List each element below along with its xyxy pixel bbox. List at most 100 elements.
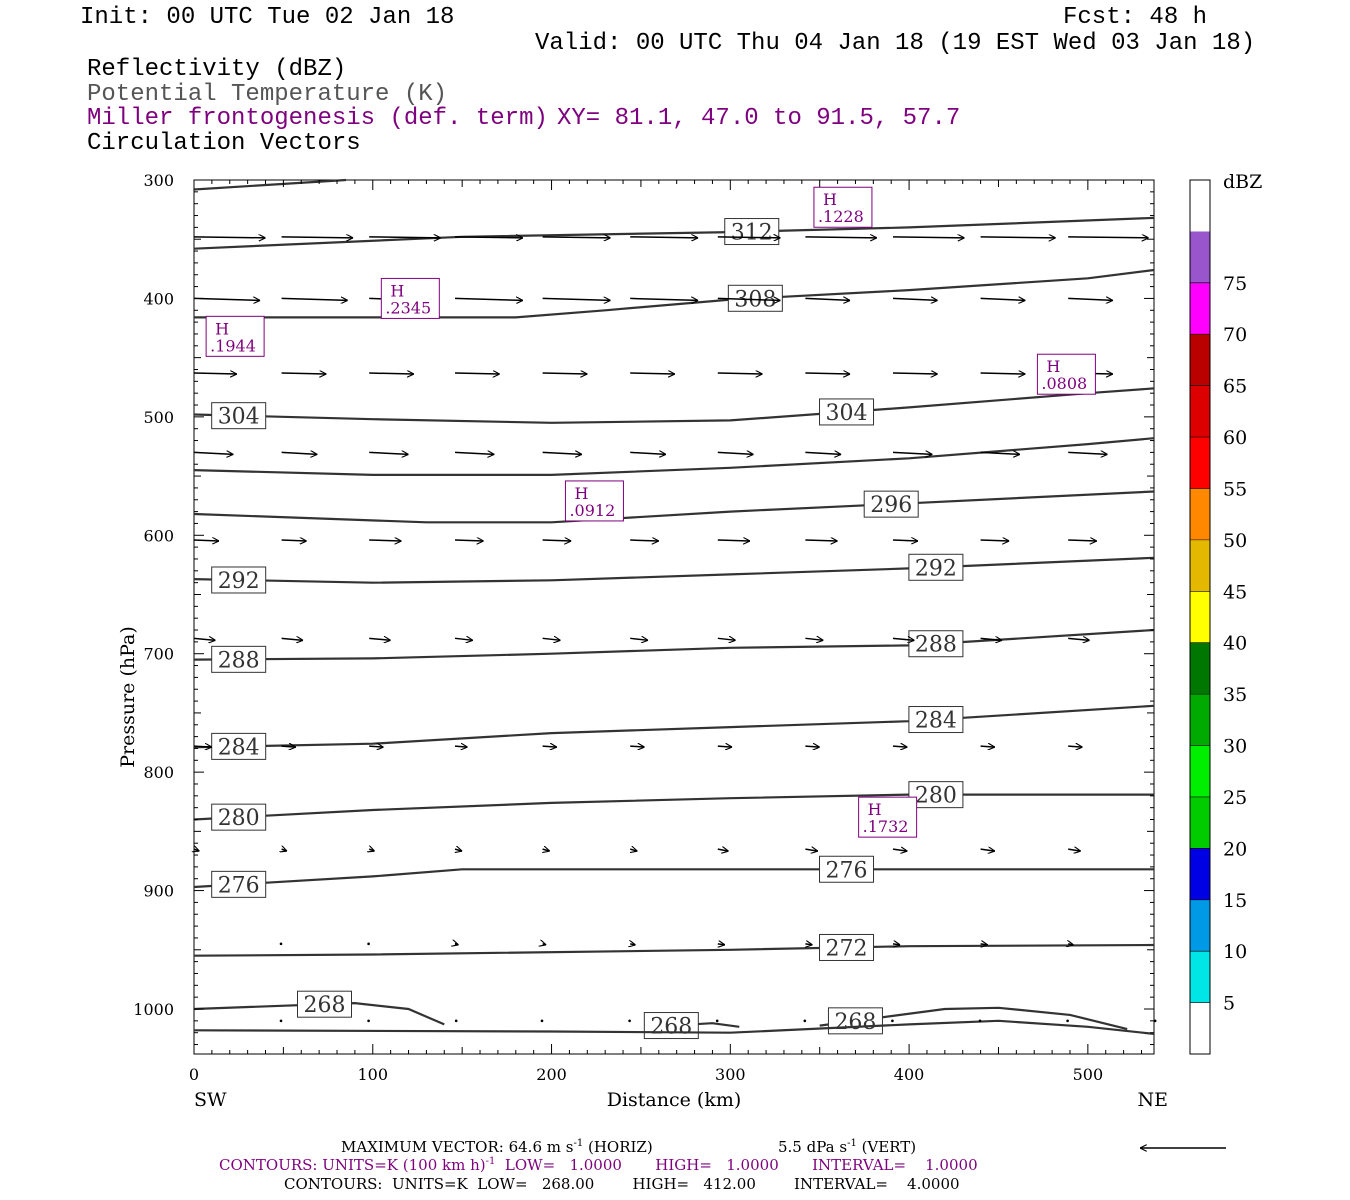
forecast-hour: Fcst: 48 h	[1063, 4, 1208, 31]
circulation-vector	[369, 746, 383, 747]
circulation-vector	[542, 452, 582, 454]
theta-contour-label: 280	[915, 784, 957, 809]
circulation-vector	[455, 944, 459, 945]
theta-label-box	[724, 218, 780, 246]
circulation-vector	[805, 746, 819, 747]
circulation-vector	[717, 373, 763, 374]
circulation-vector	[454, 746, 468, 747]
circulation-vector	[630, 944, 635, 945]
circulation-vector	[369, 373, 414, 374]
circulation-vector	[1068, 540, 1097, 541]
circulation-vector	[892, 746, 907, 747]
theta-label-box	[211, 732, 267, 760]
contours-fronto-sup: -1	[485, 1156, 496, 1167]
circulation-vector	[805, 452, 841, 454]
valid-time: Valid: 00 UTC Thu 04 Jan 18 (19 EST Wed …	[535, 30, 1256, 57]
theta-label-box	[819, 855, 875, 883]
circulation-vector	[628, 1019, 631, 1023]
colorbar-segment	[1190, 180, 1210, 232]
circulation-vector	[193, 452, 233, 454]
theta-label-box	[819, 933, 875, 961]
theta-contour-label: 268	[650, 1015, 692, 1040]
circulation-vector	[369, 638, 390, 640]
circulation-vector	[542, 746, 557, 747]
x-tick-label: 300	[715, 1065, 746, 1084]
theta-contour-label: 276	[826, 858, 868, 883]
circulation-vector	[193, 373, 237, 374]
y-tick-label: 400	[143, 289, 174, 308]
circulation-vector	[543, 944, 547, 945]
theta-contour-label: 288	[218, 648, 260, 673]
circulation-vector	[892, 237, 965, 238]
theta-contour-line	[194, 268, 1155, 319]
x-axis-label: Distance (km)	[607, 1089, 742, 1111]
colorbar-label: 10	[1223, 941, 1247, 963]
colorbar-segment	[1190, 745, 1210, 797]
theta-contour-label: 268	[304, 993, 346, 1018]
field-reflectivity: Reflectivity (dBZ)	[87, 56, 347, 83]
circulation-vector	[715, 1019, 719, 1023]
colorbar-segment	[1190, 437, 1210, 489]
fronto-max-value: .2345	[385, 298, 431, 317]
contours-fronto-units: CONTOURS: UNITS=K (100 km h)	[219, 1156, 486, 1174]
circulation-vector	[980, 540, 1010, 541]
colorbar-label: 45	[1223, 581, 1247, 603]
circulation-vector	[281, 237, 354, 238]
circulation-vector	[279, 942, 283, 946]
fronto-label-box	[205, 315, 265, 357]
circulation-vector	[454, 1019, 458, 1023]
circulation-vector	[1068, 746, 1082, 747]
theta-contour-line	[193, 216, 1155, 250]
y-tick-label: 500	[143, 408, 174, 427]
fronto-max-value: .0808	[1041, 374, 1087, 393]
fronto-max-marker: H	[574, 484, 588, 503]
circulation-vector	[805, 944, 812, 945]
colorbar: 5 10 15 20 25 30 35 40 45 50 55 60 65 70 75 dBZ	[1189, 171, 1262, 1055]
theta-label-box	[211, 645, 267, 673]
colorbar-segment	[1190, 539, 1210, 592]
theta-contour-label: 268	[834, 1010, 876, 1035]
theta-contour-line	[193, 628, 1155, 661]
colorbar-segment	[1190, 282, 1210, 335]
circulation-vector	[542, 298, 611, 300]
circulation-vector	[1066, 1019, 1069, 1023]
field-potential-temperature: Potential Temperature (K)	[87, 81, 448, 108]
circulation-vector	[194, 849, 199, 851]
init-time: Init: 00 UTC Tue 02 Jan 18	[80, 4, 455, 31]
fronto-label-box	[380, 277, 440, 319]
circulation-vector	[630, 452, 666, 454]
contours-theta-info: CONTOURS: UNITS=K LOW= 268.00 HIGH= 412.…	[284, 1175, 960, 1193]
fronto-label-box	[858, 796, 918, 838]
circulation-vector	[805, 638, 823, 640]
circulation-vector	[717, 849, 729, 851]
theta-label-box	[211, 402, 267, 430]
fronto-label-box	[1036, 353, 1096, 395]
theta-contour-label: 284	[915, 709, 957, 734]
circulation-vector	[892, 373, 938, 374]
circulation-vector	[892, 298, 938, 300]
colorbar-segment	[1190, 334, 1210, 386]
colorbar-label: 30	[1223, 736, 1247, 758]
plot-frame	[193, 179, 1155, 1055]
colorbar-border	[1189, 179, 1211, 1055]
fronto-max-marker: H	[823, 190, 837, 209]
y-tick-label: 600	[143, 526, 174, 545]
circulation-vector	[281, 746, 296, 747]
y-tick-label: 1000	[133, 1000, 174, 1019]
x-tick-label: 400	[894, 1065, 925, 1084]
field-circulation-vectors: Circulation Vectors	[87, 130, 361, 157]
circulation-vector	[717, 746, 732, 747]
circulation-vector	[891, 1019, 894, 1023]
colorbar-title: dBZ	[1223, 171, 1262, 193]
circulation-vector	[542, 540, 572, 541]
circulation-vector	[630, 373, 675, 374]
theta-contour-line	[193, 793, 1154, 821]
circulation-vector	[892, 540, 918, 541]
theta-contour-label: 292	[915, 556, 957, 581]
sw-end-label: SW	[194, 1089, 227, 1111]
circulation-vector	[369, 452, 408, 454]
circulation-vector	[892, 849, 907, 851]
max-vector-sup: -1	[573, 1138, 584, 1149]
fronto-max-value: .1944	[210, 336, 256, 355]
